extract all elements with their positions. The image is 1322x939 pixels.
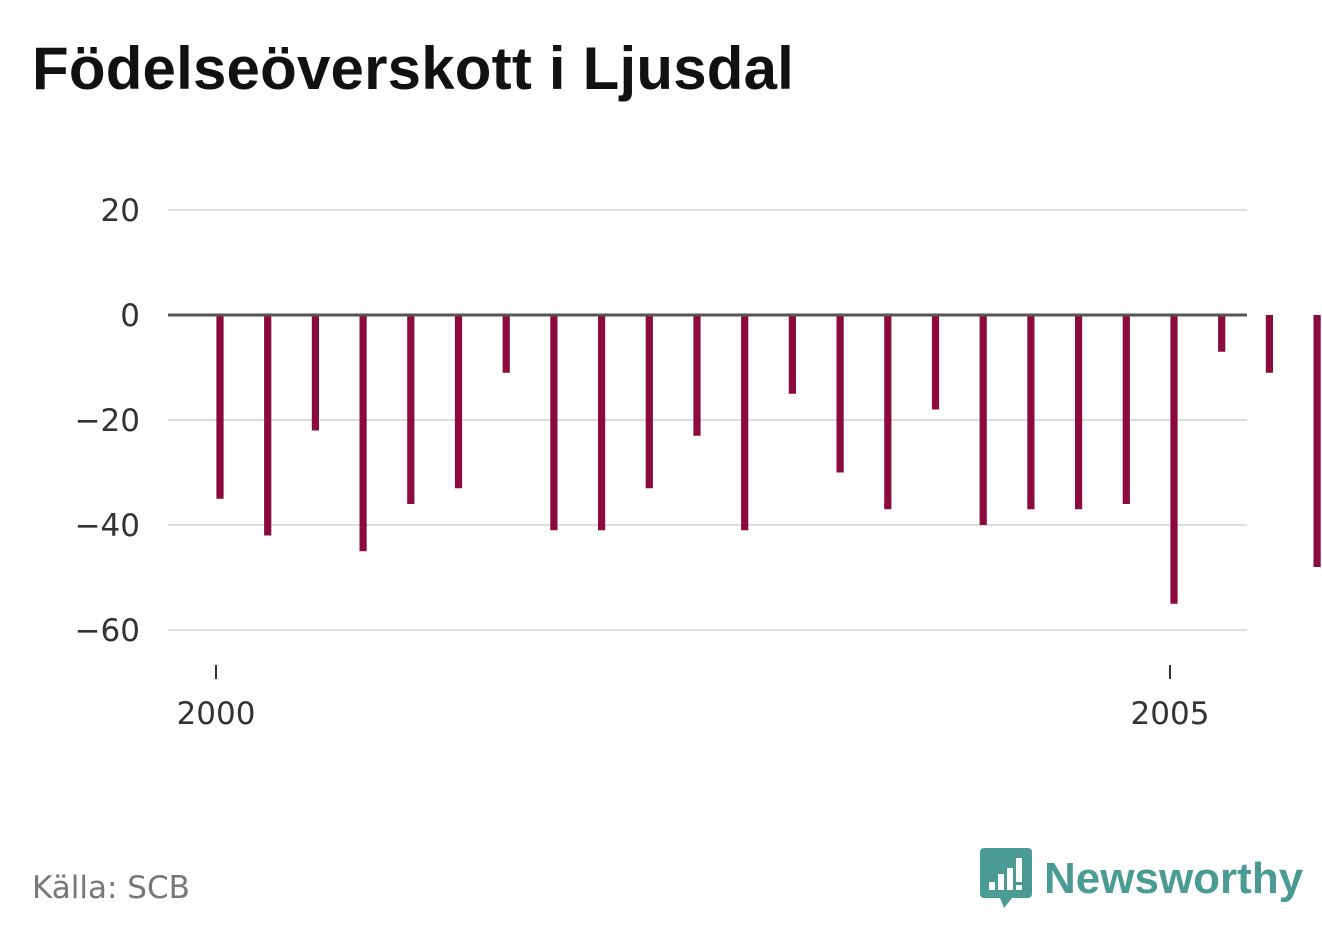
x-tick-label: 2005 xyxy=(1131,696,1210,732)
bar-negative xyxy=(454,315,463,489)
bar-negative xyxy=(1265,315,1273,373)
bar-negative xyxy=(741,315,749,531)
bar-negative xyxy=(407,315,415,504)
newsworthy-logo-icon xyxy=(980,848,1032,908)
bar-negative xyxy=(502,315,510,373)
bar-negative xyxy=(550,315,558,531)
y-tick-label: −60 xyxy=(75,613,140,649)
bar-negative xyxy=(836,315,844,473)
chart-title: Födelseöverskott i Ljusdal xyxy=(32,35,795,102)
bar-negative xyxy=(931,315,940,410)
bar-negative xyxy=(311,315,319,431)
axes: 200−20−40−60200020052010201520202025 xyxy=(75,193,1247,732)
bar-negative xyxy=(645,315,653,489)
y-tick-label: 0 xyxy=(120,298,140,334)
brand-logo: Newsworthy xyxy=(980,848,1303,910)
y-tick-label: −40 xyxy=(75,508,140,544)
bar-negative xyxy=(264,315,272,536)
bar-negative xyxy=(693,315,701,436)
y-tick-label: 20 xyxy=(101,193,140,229)
bar-negative xyxy=(1027,315,1035,510)
bar-negative xyxy=(1075,315,1083,510)
y-tick-label: −20 xyxy=(75,403,140,439)
bar-negative xyxy=(216,315,224,499)
source-note: Källa: SCB xyxy=(32,870,190,906)
x-tick-label: 2000 xyxy=(177,696,256,732)
bar-negative xyxy=(1218,315,1226,352)
bars xyxy=(216,315,1321,604)
bar-negative xyxy=(788,315,796,394)
bar-negative xyxy=(598,315,606,531)
bar-negative xyxy=(1122,315,1130,504)
bar-negative xyxy=(359,315,367,552)
bar-negative xyxy=(1313,315,1321,567)
brand-name: Newsworthy xyxy=(1044,854,1304,903)
bar-negative xyxy=(1170,315,1178,604)
bar-negative xyxy=(979,315,987,525)
bar-negative xyxy=(884,315,892,510)
grid-lines xyxy=(168,209,1247,631)
